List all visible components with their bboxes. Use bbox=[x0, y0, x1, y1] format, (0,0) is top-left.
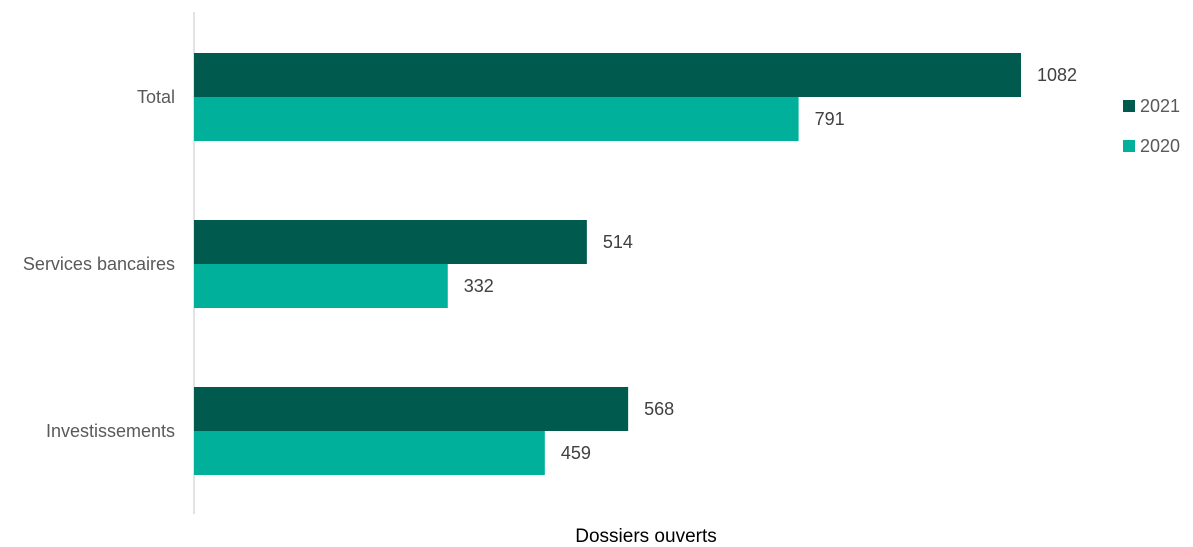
data-label: 1082 bbox=[1037, 65, 1077, 85]
bar-2020 bbox=[194, 264, 448, 308]
value-labels: 1082 791 514 332 568 459 bbox=[464, 65, 1077, 463]
legend-swatch-2020 bbox=[1123, 140, 1135, 152]
data-label: 459 bbox=[561, 443, 591, 463]
category-label: Investissements bbox=[46, 421, 175, 441]
bar-2020 bbox=[194, 97, 799, 141]
data-label: 568 bbox=[644, 399, 674, 419]
bar-2020 bbox=[194, 431, 545, 475]
data-label: 791 bbox=[815, 109, 845, 129]
legend: 2021 2020 bbox=[1123, 96, 1180, 156]
category-label: Total bbox=[137, 87, 175, 107]
category-labels: Total Services bancaires Investissements bbox=[23, 87, 175, 441]
bar-2021 bbox=[194, 387, 629, 431]
bars-group bbox=[194, 53, 1021, 475]
data-label: 514 bbox=[603, 232, 633, 252]
legend-label: 2020 bbox=[1140, 136, 1180, 156]
bar-2021 bbox=[194, 53, 1021, 97]
bar-2021 bbox=[194, 220, 587, 264]
data-label: 332 bbox=[464, 276, 494, 296]
legend-swatch-2021 bbox=[1123, 100, 1135, 112]
legend-label: 2021 bbox=[1140, 96, 1180, 116]
x-axis-title: Dossiers ouverts bbox=[575, 526, 717, 547]
category-label: Services bancaires bbox=[23, 254, 175, 274]
